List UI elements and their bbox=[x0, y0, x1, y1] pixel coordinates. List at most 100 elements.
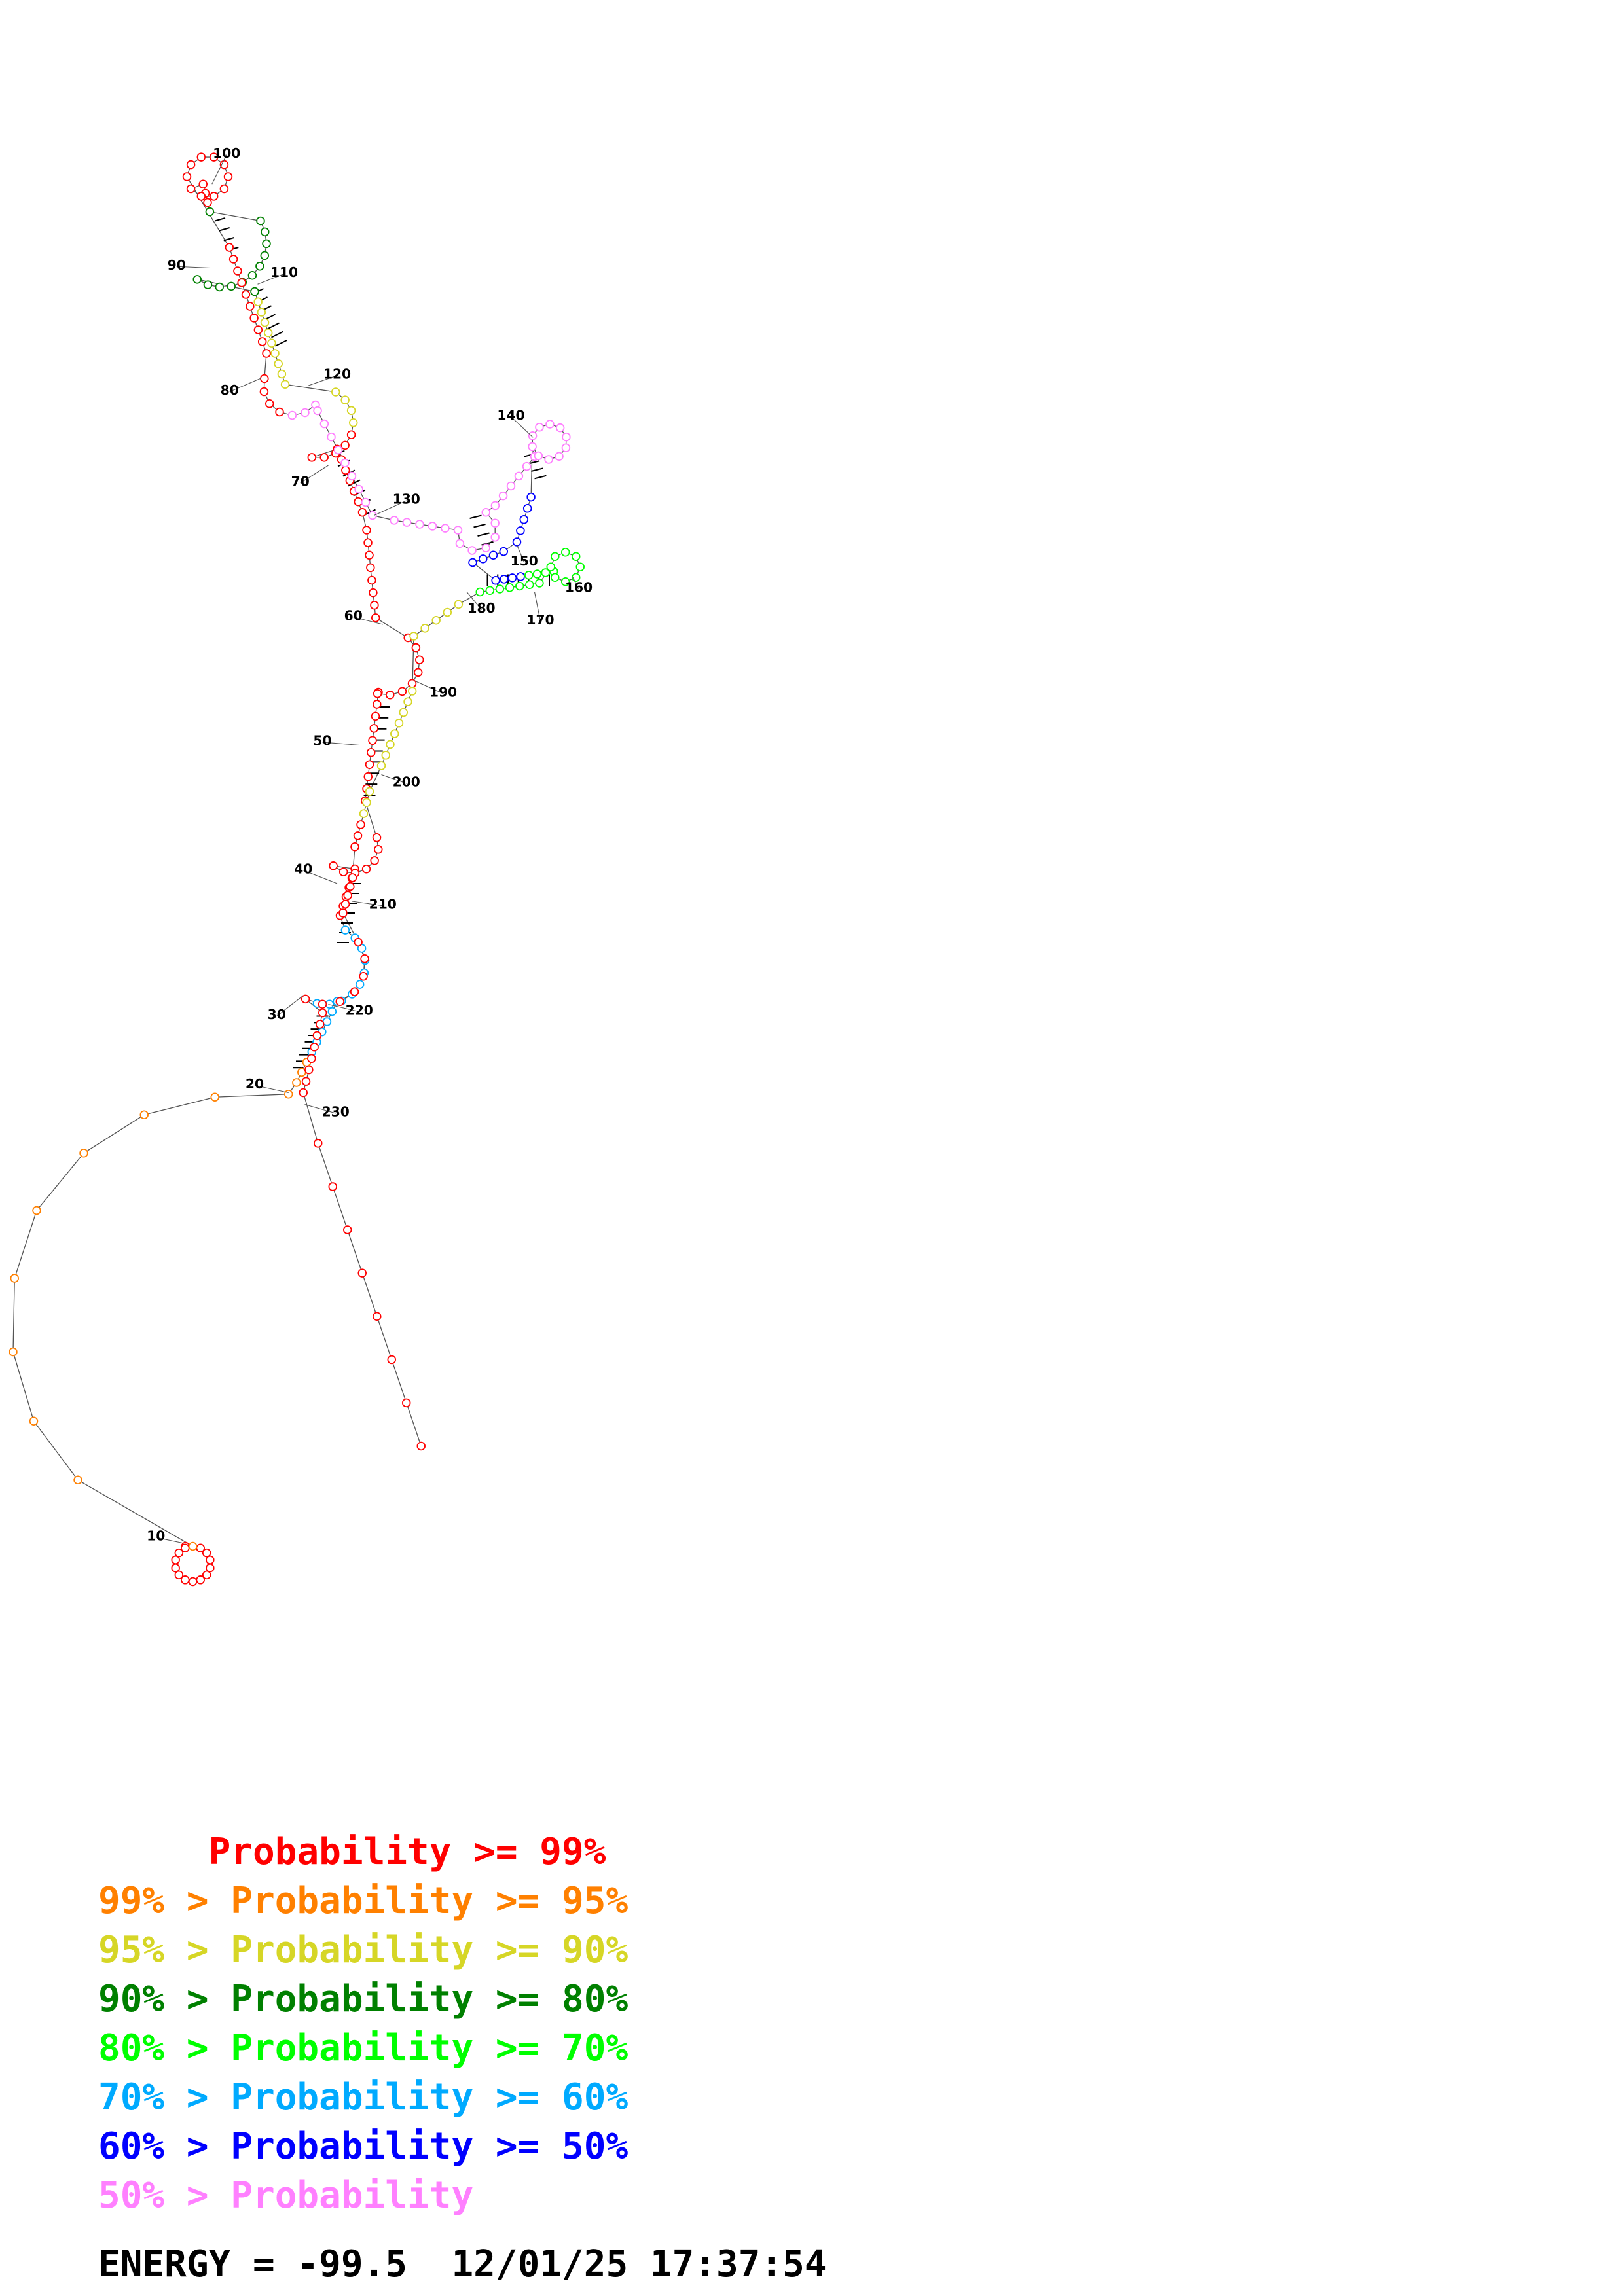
nucleotide bbox=[491, 575, 500, 585]
nucleotide bbox=[348, 418, 358, 427]
nucleotide bbox=[453, 526, 463, 535]
nucleotide bbox=[318, 999, 327, 1009]
nucleotide bbox=[361, 864, 371, 874]
nucleotide bbox=[522, 461, 532, 471]
nucleotide bbox=[329, 861, 338, 870]
nucleotide bbox=[319, 453, 329, 462]
nucleotide bbox=[386, 691, 395, 700]
nucleotide bbox=[353, 831, 363, 840]
nucleotide bbox=[386, 740, 395, 749]
nucleotide bbox=[257, 337, 267, 346]
nucleotide bbox=[467, 546, 477, 555]
nucleotide bbox=[561, 443, 571, 452]
nucleotide bbox=[498, 491, 508, 501]
nucleotide bbox=[370, 600, 379, 610]
nucleotide bbox=[413, 668, 423, 677]
nucleotide bbox=[415, 520, 424, 529]
nucleotide bbox=[262, 239, 271, 249]
position-label-leader bbox=[374, 500, 407, 516]
position-label-leader bbox=[156, 1537, 185, 1544]
nucleotide bbox=[402, 518, 412, 527]
nucleotide bbox=[79, 1149, 88, 1158]
nucleotide bbox=[209, 192, 219, 201]
nucleotide bbox=[495, 584, 505, 594]
nucleotide bbox=[196, 192, 206, 201]
position-label-layer: 10 20 30 40 50 60 70 80 90 100 110 120 130 140 150 160 1… bbox=[147, 145, 593, 1544]
legend-entry-lt-50: 50% > Probability bbox=[98, 2174, 474, 2217]
nucleotide bbox=[333, 445, 343, 455]
nucleotide bbox=[354, 484, 363, 494]
position-label: 190 bbox=[429, 684, 457, 700]
position-label: 100 bbox=[213, 145, 240, 161]
position-label: 220 bbox=[346, 1002, 373, 1018]
nucleotide bbox=[196, 152, 206, 162]
nucleotide bbox=[203, 198, 212, 207]
nucleotide bbox=[328, 1182, 337, 1191]
nucleotide bbox=[481, 508, 490, 517]
nucleotide bbox=[181, 1575, 190, 1585]
nucleotide bbox=[490, 501, 500, 511]
nucleotide bbox=[524, 571, 534, 580]
nucleotide bbox=[29, 1416, 39, 1426]
nucleotide bbox=[522, 503, 532, 513]
nucleotide bbox=[262, 349, 271, 358]
nucleotide bbox=[535, 579, 544, 588]
nucleotide bbox=[307, 453, 317, 462]
nucleotide bbox=[299, 1088, 308, 1098]
nucleotide bbox=[250, 287, 259, 296]
nucleotide bbox=[215, 282, 224, 292]
base-pair-bond bbox=[477, 532, 490, 537]
base-pair-bond bbox=[267, 322, 280, 330]
nucleotide bbox=[205, 207, 215, 217]
nucleotide bbox=[519, 515, 529, 524]
nucleotide bbox=[350, 987, 359, 996]
base-pair-bond bbox=[219, 227, 230, 232]
position-label: 50 bbox=[313, 733, 331, 749]
nucleotide bbox=[210, 1092, 219, 1102]
nucleotide bbox=[488, 550, 498, 560]
nucleotide bbox=[363, 772, 373, 781]
legend-entry-50-60: 60% > Probability >= 50% bbox=[98, 2125, 629, 2168]
nucleotide bbox=[365, 760, 374, 769]
legend-entry-80-90: 90% > Probability >= 80% bbox=[98, 1978, 629, 2020]
nucleotide bbox=[365, 787, 374, 797]
nucleotide bbox=[275, 407, 284, 417]
nucleotide bbox=[338, 908, 348, 918]
position-label-leader bbox=[353, 617, 383, 625]
nucleotide bbox=[9, 1347, 18, 1357]
nucleotide bbox=[313, 1139, 323, 1148]
nucleotide bbox=[315, 1020, 325, 1029]
legend-entry-95-99: 99% > Probability >= 95% bbox=[98, 1880, 629, 1922]
nucleotide bbox=[274, 359, 283, 368]
nucleotide bbox=[32, 1206, 41, 1215]
nucleotide bbox=[340, 899, 350, 909]
position-label-leader bbox=[322, 742, 359, 746]
nucleotide bbox=[362, 526, 371, 535]
nucleotide bbox=[478, 554, 488, 564]
nucleotide bbox=[376, 761, 386, 770]
nucleotide bbox=[490, 533, 500, 542]
nucleotide bbox=[346, 406, 356, 416]
nucleotide bbox=[209, 152, 219, 162]
nucleotide bbox=[247, 270, 257, 280]
nucleotide bbox=[560, 547, 570, 557]
nucleotide bbox=[264, 399, 274, 408]
nucleotide bbox=[357, 1268, 367, 1278]
nucleotide bbox=[256, 216, 265, 226]
nucleotide bbox=[237, 278, 246, 287]
nucleotide bbox=[225, 243, 234, 252]
nucleotide bbox=[182, 172, 192, 181]
base-pair-bond bbox=[473, 524, 486, 528]
position-label-leader bbox=[257, 273, 285, 285]
nucleotide bbox=[253, 297, 263, 306]
position-label: 80 bbox=[221, 382, 239, 398]
position-label-leader bbox=[276, 995, 304, 1016]
nucleotide bbox=[370, 856, 379, 865]
nucleotide bbox=[387, 1355, 396, 1365]
nucleotide bbox=[371, 613, 380, 622]
legend-entry-90-95: 95% > Probability >= 90% bbox=[98, 1929, 629, 1971]
nucleotide bbox=[139, 1110, 149, 1120]
nucleotide bbox=[338, 867, 348, 876]
nucleotide bbox=[507, 573, 517, 583]
nucleotide bbox=[198, 179, 208, 189]
